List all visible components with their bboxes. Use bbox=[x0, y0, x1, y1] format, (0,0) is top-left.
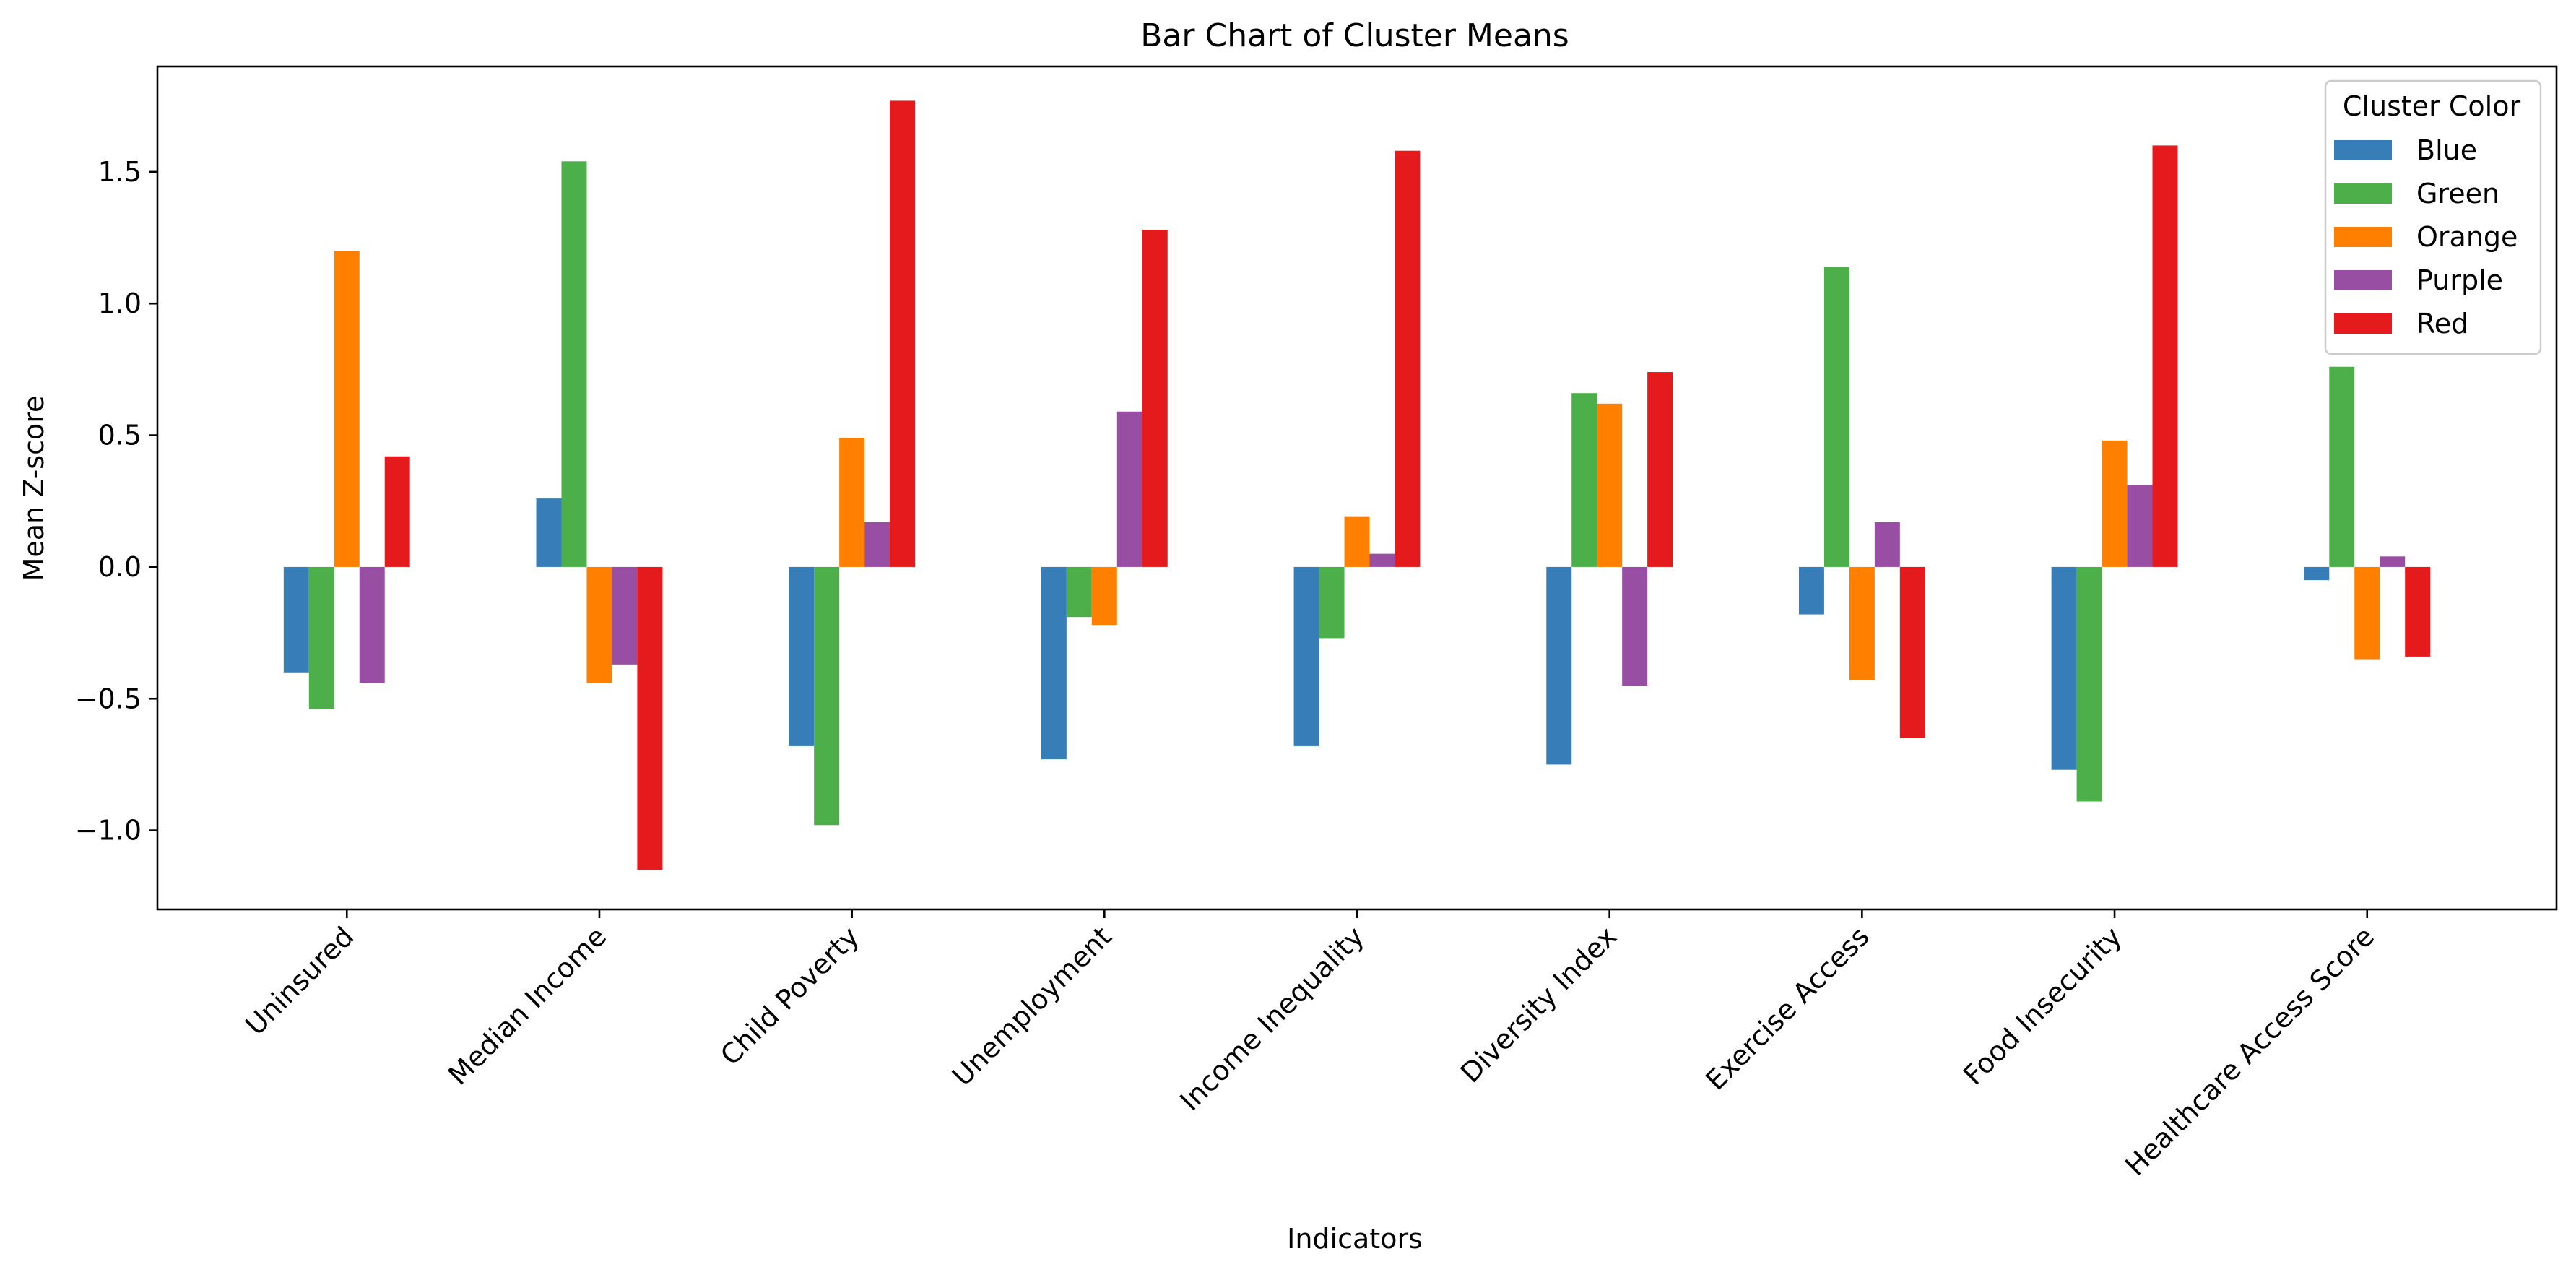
bar-orange-income-inequality bbox=[1344, 516, 1370, 567]
y-tick-label: 1.0 bbox=[98, 287, 142, 319]
x-tick-label: Uninsured bbox=[239, 920, 360, 1041]
legend-swatch bbox=[2334, 270, 2392, 290]
bar-purple-diversity-index bbox=[1622, 566, 1648, 686]
x-tick-label: Healthcare Access Score bbox=[2119, 920, 2380, 1182]
bar-green-exercise-access bbox=[1823, 267, 1849, 567]
bar-red-income-inequality bbox=[1395, 150, 1421, 567]
bar-red-exercise-access bbox=[1899, 566, 1925, 738]
legend-swatch bbox=[2334, 183, 2392, 204]
bar-orange-diversity-index bbox=[1597, 403, 1623, 567]
bar-orange-healthcare-access-score bbox=[2354, 566, 2380, 660]
x-tick-label: Income Inequality bbox=[1174, 920, 1370, 1117]
bar-purple-uninsured bbox=[359, 566, 385, 683]
bar-blue-median-income bbox=[536, 498, 562, 567]
bar-blue-unemployment bbox=[1041, 566, 1067, 760]
legend-label: Blue bbox=[2416, 134, 2477, 166]
bar-blue-food-insecurity bbox=[2051, 566, 2077, 770]
y-tick-label: 0.5 bbox=[98, 420, 142, 451]
bar-red-uninsured bbox=[384, 456, 410, 567]
bar-blue-healthcare-access-score bbox=[2304, 566, 2330, 581]
bar-red-median-income bbox=[637, 566, 663, 870]
y-tick-label: 1.5 bbox=[98, 156, 142, 188]
y-tick-label: 0.0 bbox=[98, 551, 142, 583]
legend-entries: Blue Green Orange Purple Red bbox=[2334, 134, 2518, 340]
x-tick-label: Median Income bbox=[442, 920, 612, 1091]
legend-label: Green bbox=[2416, 178, 2499, 209]
x-tick-label: Food Insecurity bbox=[1957, 920, 2128, 1091]
x-tick-label: Unemployment bbox=[946, 920, 1118, 1092]
bar-red-food-insecurity bbox=[2152, 145, 2178, 567]
bar-green-diversity-index bbox=[1571, 393, 1597, 567]
y-tick-label: −0.5 bbox=[75, 683, 142, 714]
legend-item-green[interactable]: Green bbox=[2334, 178, 2499, 209]
bar-blue-diversity-index bbox=[1546, 566, 1572, 765]
bar-red-unemployment bbox=[1142, 230, 1168, 567]
bar-purple-food-insecurity bbox=[2127, 485, 2153, 567]
legend[interactable]: Cluster Color Blue Green Orange Purple Red bbox=[2324, 79, 2542, 355]
bar-purple-child-poverty bbox=[864, 522, 890, 567]
bar-green-unemployment bbox=[1066, 566, 1092, 618]
bar-blue-exercise-access bbox=[1798, 566, 1824, 615]
bar-green-income-inequality bbox=[1319, 566, 1345, 639]
y-axis-label: Mean Z-score bbox=[18, 396, 50, 581]
bar-blue-uninsured bbox=[283, 566, 309, 673]
bar-blue-child-poverty bbox=[789, 566, 815, 746]
bar-red-diversity-index bbox=[1647, 372, 1673, 567]
bar-orange-food-insecurity bbox=[2102, 440, 2128, 567]
x-axis: Uninsured Median Income Child Poverty Unemp… bbox=[239, 909, 2380, 1182]
bar-orange-child-poverty bbox=[839, 438, 865, 567]
bars-layer bbox=[283, 100, 2431, 870]
bar-orange-exercise-access bbox=[1849, 566, 1875, 680]
x-axis-label: Indicators bbox=[1287, 1223, 1423, 1255]
legend-swatch bbox=[2334, 227, 2392, 247]
bar-purple-income-inequality bbox=[1369, 553, 1395, 567]
plot-frame bbox=[156, 65, 2558, 911]
bar-green-food-insecurity bbox=[2076, 566, 2102, 802]
bar-blue-income-inequality bbox=[1293, 566, 1319, 746]
bar-orange-uninsured bbox=[334, 251, 360, 567]
bar-red-healthcare-access-score bbox=[2405, 566, 2431, 657]
x-tick-label: Exercise Access bbox=[1699, 920, 1875, 1096]
y-axis: −1.0 −0.5 0.0 0.5 1.0 1.5 bbox=[75, 156, 157, 847]
bar-purple-median-income bbox=[612, 566, 638, 665]
legend-label: Orange bbox=[2416, 221, 2518, 253]
bar-orange-unemployment bbox=[1091, 566, 1117, 626]
bar-orange-median-income bbox=[586, 566, 612, 683]
legend-swatch bbox=[2334, 313, 2392, 334]
bar-purple-unemployment bbox=[1116, 411, 1142, 567]
bar-green-healthcare-access-score bbox=[2329, 366, 2355, 567]
bar-green-uninsured bbox=[308, 566, 334, 709]
bar-green-child-poverty bbox=[814, 566, 840, 826]
legend-item-purple[interactable]: Purple bbox=[2334, 264, 2503, 296]
legend-label: Red bbox=[2416, 308, 2468, 340]
x-tick-label: Child Poverty bbox=[714, 920, 865, 1071]
y-tick-label: −1.0 bbox=[75, 815, 142, 847]
legend-swatch bbox=[2334, 140, 2392, 160]
x-tick-label: Diversity Index bbox=[1454, 920, 1623, 1089]
legend-item-orange[interactable]: Orange bbox=[2334, 221, 2518, 253]
bar-green-median-income bbox=[561, 161, 587, 567]
bar-purple-exercise-access bbox=[1874, 522, 1900, 567]
bar-red-child-poverty bbox=[890, 100, 916, 567]
legend-item-blue[interactable]: Blue bbox=[2334, 134, 2477, 166]
chart-title: Bar Chart of Cluster Means bbox=[1140, 17, 1569, 54]
bar-purple-healthcare-access-score bbox=[2380, 556, 2406, 567]
legend-label: Purple bbox=[2416, 264, 2503, 296]
legend-title: Cluster Color bbox=[2343, 90, 2521, 122]
legend-item-red[interactable]: Red bbox=[2334, 308, 2468, 340]
